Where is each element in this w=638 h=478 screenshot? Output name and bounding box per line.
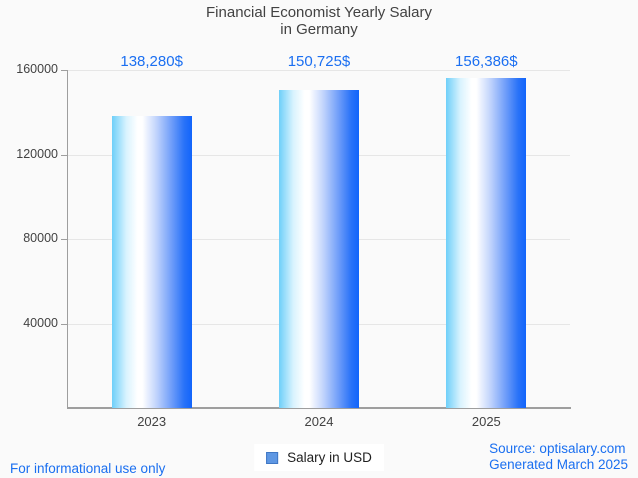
bar-value-label: 150,725$ [287,53,351,70]
chart-title: Financial Economist Yearly Salary in Ger… [0,4,638,38]
y-axis-tick [61,239,67,240]
gridline [68,70,570,71]
source-block: Source: optisalary.com Generated March 2… [489,441,628,473]
legend-label: Salary in USD [287,450,372,465]
chart-title-line2: in Germany [280,21,358,38]
y-axis-tick [61,323,67,325]
x-tick-label: 2024 [304,414,334,429]
legend[interactable]: Salary in USD [254,444,384,471]
x-tick-label: 2025 [471,414,501,429]
legend-marker-icon [266,451,279,464]
generated-text: Generated March 2025 [489,457,628,472]
bar-2024 [279,89,359,408]
y-tick-label: 160000 [16,62,58,76]
y-axis-tick [61,154,67,156]
y-tick-label: 40000 [23,315,58,330]
bar-2025 [446,77,527,408]
y-tick-label: 120000 [16,146,58,161]
y-tick-label: 80000 [23,231,58,245]
chart-title-line1: Financial Economist Yearly Salary [206,4,432,21]
bar-value-label: 138,280$ [120,53,183,70]
bar-value-label: 156,386$ [455,53,518,70]
x-tick-label: 2023 [137,414,167,429]
y-axis-line [67,70,68,408]
y-axis-tick [61,70,67,71]
source-text: Source: optisalary.com [489,441,626,456]
disclaimer-text: For informational use only [10,461,166,476]
bar-2023 [111,115,192,408]
x-axis-line [67,407,571,409]
